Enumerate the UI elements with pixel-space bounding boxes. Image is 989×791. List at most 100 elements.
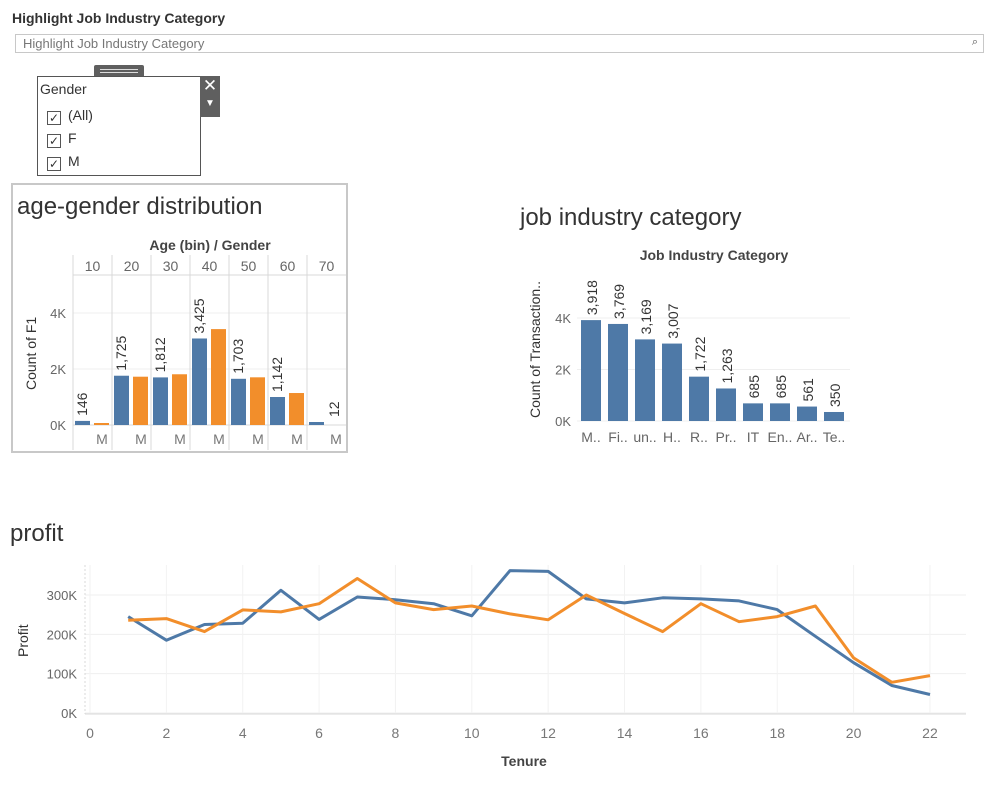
gender-tick-label: M [291, 431, 303, 447]
bin-label: 70 [319, 258, 335, 274]
filter-item-label: (All) [68, 107, 93, 123]
bar-blue [75, 420, 90, 425]
y-tick-label: 300K [47, 588, 78, 603]
x-tick-label: 14 [617, 725, 633, 741]
bar-job-industry [608, 323, 628, 421]
x-tick-label: 6 [315, 725, 323, 741]
job-chart-header: Job Industry Category [640, 247, 789, 263]
bar-job-industry [581, 320, 601, 421]
age-chart-title: age-gender distribution [17, 193, 263, 220]
job-chart-ylabel: Count of Transaction.. [527, 281, 543, 418]
line-series-orange [128, 577, 931, 684]
highlight-placeholder: Highlight Job Industry Category [23, 36, 205, 51]
x-tick-label: 20 [846, 725, 862, 741]
y-tick-label: 200K [47, 627, 78, 642]
bar-job-industry [770, 403, 790, 421]
category-tick-label: Ar.. [796, 429, 817, 445]
data-label: 1,725 [113, 335, 129, 370]
bar-job-industry [635, 339, 655, 421]
data-label: 685 [746, 375, 762, 399]
x-tick-label: 16 [693, 725, 709, 741]
y-tick-label: 0K [61, 706, 77, 721]
close-icon[interactable]: ✕ [202, 76, 218, 95]
x-tick-label: 10 [464, 725, 480, 741]
data-label: 12 [326, 401, 342, 417]
category-tick-label: Te.. [823, 429, 846, 445]
bar-job-industry [662, 343, 682, 421]
profit-chart-title: profit [10, 520, 64, 547]
data-label: 3,918 [584, 280, 600, 315]
filter-item-f[interactable]: ✓ F [47, 130, 77, 148]
data-label: 1,703 [230, 339, 246, 374]
y-tick-label: 0K [555, 414, 571, 429]
checkbox-checked-icon[interactable]: ✓ [47, 111, 61, 125]
bin-label: 20 [124, 258, 140, 274]
data-label: 350 [827, 383, 843, 407]
bar-orange [289, 393, 304, 425]
bin-label: 50 [241, 258, 257, 274]
bar-blue [270, 397, 285, 425]
category-tick-label: H.. [663, 429, 681, 445]
gender-filter-title: Gender [40, 81, 87, 97]
gender-tick-label: M [135, 431, 147, 447]
bar-blue [153, 377, 168, 425]
dropdown-arrow-icon[interactable]: ▼ [205, 98, 215, 109]
age-chart-header: Age (bin) / Gender [149, 237, 271, 253]
age-gender-panel [11, 183, 348, 453]
bar-blue [309, 422, 324, 425]
category-tick-label: IT [747, 429, 760, 445]
x-tick-label: 22 [922, 725, 938, 741]
category-tick-label: En.. [768, 429, 793, 445]
filter-item-label: F [68, 130, 77, 146]
data-label: 146 [74, 392, 90, 416]
data-label: 1,263 [719, 348, 735, 383]
checkbox-checked-icon[interactable]: ✓ [47, 157, 61, 171]
bar-orange [211, 329, 226, 425]
bin-label: 10 [85, 258, 101, 274]
category-tick-label: R.. [690, 429, 708, 445]
data-label: 1,812 [152, 337, 168, 372]
x-tick-label: 4 [239, 725, 247, 741]
x-tick-label: 8 [392, 725, 400, 741]
category-tick-label: Fi.. [608, 429, 627, 445]
highlight-title: Highlight Job Industry Category [12, 10, 226, 26]
x-tick-label: 0 [86, 725, 94, 741]
bar-blue [192, 338, 207, 425]
bar-blue [114, 375, 129, 425]
filter-item-label: M [68, 153, 80, 169]
highlight-search-input[interactable]: Highlight Job Industry Category ⌕ [15, 34, 984, 53]
filter-drag-handle[interactable] [94, 65, 144, 76]
bar-job-industry [743, 403, 763, 421]
gender-tick-label: M [213, 431, 225, 447]
gender-tick-label: M [174, 431, 186, 447]
data-label: 1,142 [269, 357, 285, 392]
search-icon[interactable]: ⌕ [971, 36, 978, 48]
checkbox-checked-icon[interactable]: ✓ [47, 134, 61, 148]
y-tick-label: 0K [50, 418, 66, 433]
gender-filter: Gender ✓ (All) ✓ F ✓ M [37, 76, 201, 176]
x-tick-label: 2 [162, 725, 170, 741]
y-tick-label: 2K [50, 362, 66, 377]
data-label: 3,169 [638, 299, 654, 334]
x-axis-label: Tenure [501, 753, 547, 769]
age-chart-ylabel: Count of F1 [23, 317, 39, 390]
filter-item-m[interactable]: ✓ M [47, 153, 80, 171]
bin-label: 40 [202, 258, 218, 274]
bar-job-industry [824, 411, 844, 421]
bar-orange [133, 376, 148, 425]
job-chart-title: job industry category [520, 204, 742, 231]
y-tick-label: 100K [47, 667, 78, 682]
filter-item-all[interactable]: ✓ (All) [47, 107, 93, 125]
gender-tick-label: M [96, 431, 108, 447]
y-tick-label: 4K [555, 311, 571, 326]
bar-job-industry [689, 376, 709, 421]
bin-label: 30 [163, 258, 179, 274]
bar-job-industry [716, 388, 736, 421]
data-label: 1,722 [692, 336, 708, 371]
data-label: 3,769 [611, 284, 627, 319]
bar-orange [172, 374, 187, 425]
bar-job-industry [797, 406, 817, 421]
filter-controls: ✕ ▼ [200, 76, 220, 117]
data-label: 561 [800, 378, 816, 402]
